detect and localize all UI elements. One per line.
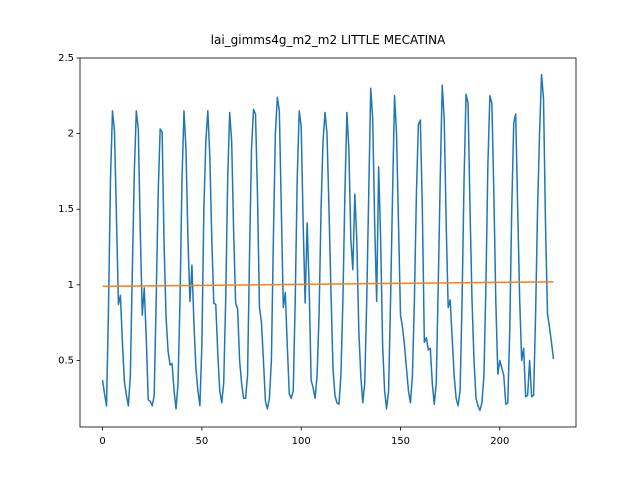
plot-frame — [79, 57, 577, 428]
chart-title: lai_gimms4g_m2_m2 LITTLE MECATINA — [211, 33, 447, 47]
y-tick-label: 1.5 — [58, 204, 74, 215]
x-tick-label: 100 — [292, 436, 311, 447]
x-tick-label: 150 — [391, 436, 410, 447]
x-tick-label: 0 — [99, 436, 105, 447]
x-tick-label: 50 — [195, 436, 208, 447]
y-tick-label: 0.5 — [58, 355, 74, 366]
line-series — [101, 73, 555, 412]
y-tick-label: 1 — [68, 280, 74, 291]
y-tick-label: 2 — [68, 129, 74, 140]
y-tick-label: 2.5 — [58, 53, 74, 64]
line-series — [102, 281, 554, 288]
x-tick-label: 200 — [490, 436, 509, 447]
